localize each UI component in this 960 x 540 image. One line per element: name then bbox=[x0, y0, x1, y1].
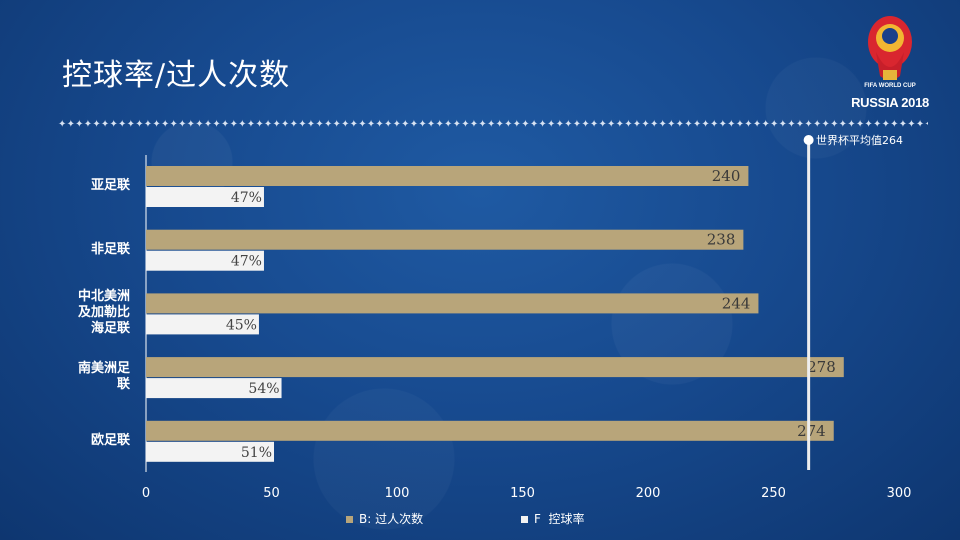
legend-marker-1: B: bbox=[359, 512, 372, 526]
category-label-line: 海足联 bbox=[90, 321, 130, 337]
x-tick-label-3: 150 bbox=[510, 486, 535, 501]
bar-过人次数-4 bbox=[146, 420, 834, 441]
bar-过人次数-2 bbox=[146, 293, 759, 314]
bar-label-控球率-1: 47% bbox=[231, 254, 262, 270]
x-tick-label-2: 100 bbox=[385, 486, 410, 501]
bar-控球率-0 bbox=[146, 187, 264, 207]
bar-label-过人次数-0: 240 bbox=[712, 167, 741, 185]
category-label-1: 非足联 bbox=[18, 242, 130, 258]
bar-控球率-1 bbox=[146, 250, 264, 271]
x-tick-label-1: 50 bbox=[263, 486, 280, 501]
category-label-line: 中北美洲 bbox=[77, 289, 130, 305]
x-tick-label-6: 300 bbox=[887, 486, 912, 501]
star-divider: ✦✦✦✦✦✦✦✦✦✦✦✦✦✦✦✦✦✦✦✦✦✦✦✦✦✦✦✦✦✦✦✦✦✦✦✦✦✦✦✦… bbox=[58, 119, 928, 130]
bar-过人次数-3 bbox=[146, 357, 844, 378]
bar-过人次数-0 bbox=[146, 166, 749, 186]
bar-控球率-2 bbox=[146, 314, 259, 335]
world-cup-logo bbox=[868, 16, 912, 80]
legend-swatch-2 bbox=[521, 516, 528, 523]
legend-text-1: 过人次数 bbox=[375, 512, 424, 526]
category-label-2: 中北美洲 及加勒比 海足联 bbox=[18, 289, 130, 337]
x-tick-label-0: 0 bbox=[142, 486, 150, 501]
legend-item-1: B: 过人次数 bbox=[346, 510, 423, 527]
category-label-0: 亚足联 bbox=[18, 178, 130, 194]
logo-subtitle: FIFA WORLD CUP bbox=[864, 83, 916, 89]
bar-label-控球率-4: 51% bbox=[241, 445, 272, 461]
legend-swatch-1 bbox=[346, 516, 353, 523]
bar-label-过人次数-4: 274 bbox=[797, 422, 826, 440]
category-label-3: 南美洲足联 bbox=[18, 361, 130, 393]
bar-label-控球率-2: 45% bbox=[226, 317, 257, 333]
category-label-line: 欧足联 bbox=[90, 432, 130, 448]
bar-label-过人次数-3: 278 bbox=[807, 358, 836, 376]
x-tick-label-4: 200 bbox=[636, 486, 661, 501]
category-label-line: 南美洲足 bbox=[77, 361, 130, 377]
bar-控球率-3 bbox=[146, 378, 282, 399]
page-title: 控球率/过人次数 bbox=[62, 58, 291, 93]
reference-line-label: 世界杯平均值264 bbox=[816, 134, 903, 147]
bar-label-控球率-0: 47% bbox=[231, 190, 262, 206]
legend-marker-2: F bbox=[534, 512, 541, 526]
bar-label-控球率-3: 54% bbox=[248, 381, 279, 397]
logo-title: RUSSIA 2018 bbox=[851, 95, 929, 110]
category-label-line: 非足联 bbox=[90, 241, 130, 257]
legend-item-2: F 控球率 bbox=[521, 510, 585, 527]
bar-控球率-4 bbox=[146, 441, 275, 462]
category-label-4: 欧足联 bbox=[18, 433, 130, 449]
bar-label-过人次数-1: 238 bbox=[707, 231, 736, 249]
legend-text-2: 控球率 bbox=[548, 512, 585, 526]
bar-label-过人次数-2: 244 bbox=[722, 294, 751, 312]
reference-line-marker bbox=[803, 135, 814, 145]
category-label-line: 及加勒比 bbox=[77, 305, 130, 321]
bar-过人次数-1 bbox=[146, 229, 744, 250]
category-label-line: 联 bbox=[116, 377, 130, 393]
category-label-line: 亚足联 bbox=[90, 178, 130, 193]
x-tick-label-5: 250 bbox=[761, 486, 786, 501]
